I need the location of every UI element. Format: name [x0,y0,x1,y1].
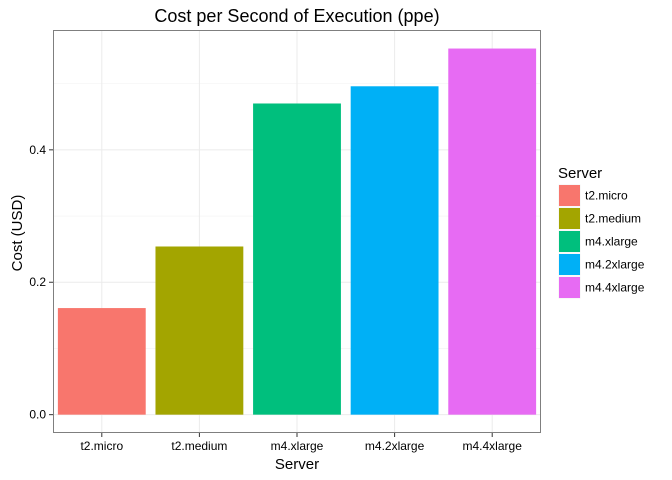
legend-label: t2.micro [585,189,628,203]
y-tick-label: 0.2 [29,275,46,289]
bars [57,48,537,415]
x-tick-label: m4.4xlarge [463,439,523,453]
legend-title: Server [558,165,602,182]
bar-m4-xlarge [253,103,341,415]
x-tick-label: t2.micro [80,439,123,453]
y-axis: 0.0 0.2 0.4 [29,143,53,422]
bar-m4-2xlarge [350,86,439,415]
y-tick-label: 0.4 [29,143,46,157]
x-axis: t2.micro t2.medium m4.xlarge m4.2xlarge m4.4… [80,433,522,453]
bar-t2-medium [155,246,244,415]
y-axis-title: Cost (USD) [9,195,26,272]
legend-label: t2.medium [585,212,641,226]
legend-swatch [559,254,580,275]
plot-border [53,30,541,433]
legend-swatch [559,185,580,206]
bar-m4-4xlarge [448,48,537,415]
legend-label: m4.2xlarge [585,258,645,272]
y-tick-label: 0.0 [29,408,46,422]
legend-items: t2.micro t2.medium m4.xlarge m4.2xlarge m4.4… [557,183,645,300]
x-axis-title: Server [275,456,319,473]
x-tick-label: m4.2xlarge [365,439,425,453]
x-tick-label: t2.medium [171,439,227,453]
bar-t2-micro [57,308,146,415]
legend-label: m4.4xlarge [585,281,645,295]
legend-swatch [559,231,580,252]
legend: Server t2.micro t2.medium m4.xlarge m4.2xla… [557,165,645,300]
x-tick-label: m4.xlarge [271,439,324,453]
chart-title: Cost per Second of Execution (ppe) [154,6,439,26]
legend-swatch [559,277,580,298]
legend-label: m4.xlarge [585,235,638,249]
legend-swatch [559,208,580,229]
